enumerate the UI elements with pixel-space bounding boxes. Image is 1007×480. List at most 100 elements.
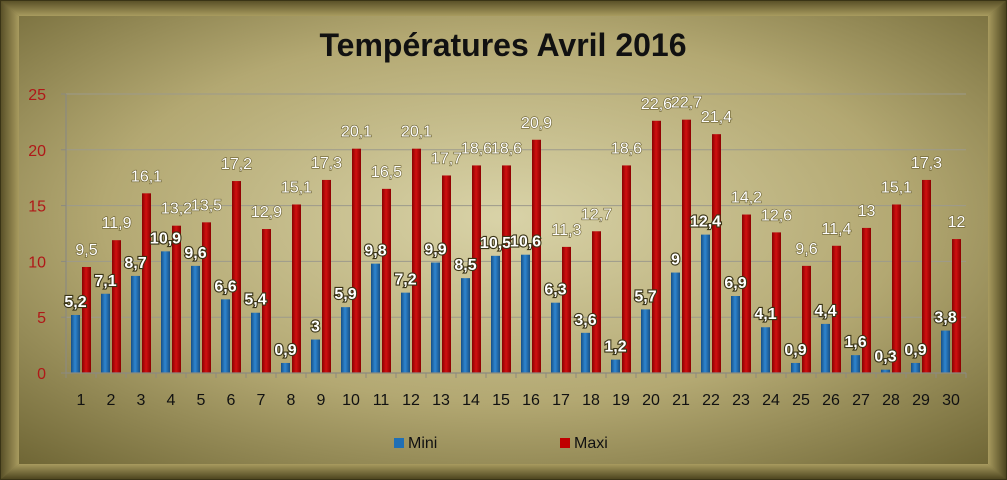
y-axis: 0 5 10 15 20 25	[28, 87, 66, 383]
bar-maxi	[682, 119, 691, 373]
bar-mini	[221, 299, 230, 373]
data-label-maxi: 15,1	[281, 179, 312, 196]
x-tick-label: 2	[107, 392, 116, 409]
bar-maxi	[892, 204, 901, 373]
data-label-maxi: 18,6	[611, 140, 642, 157]
bevel-left	[1, 1, 19, 479]
bar-mini	[371, 263, 380, 373]
data-label-maxi: 21,4	[701, 109, 732, 126]
bar-maxi	[802, 265, 811, 373]
y-tick-label: 5	[37, 310, 46, 327]
bar-mini	[341, 307, 350, 373]
y-tick-label: 15	[28, 199, 46, 216]
bar-maxi	[352, 148, 361, 373]
data-label-maxi: 17,7	[431, 150, 462, 167]
data-label-mini: 3	[311, 319, 320, 336]
bar-mini	[161, 251, 170, 373]
bar-mini	[101, 293, 110, 373]
x-tick-label: 9	[317, 392, 326, 409]
x-tick-label: 7	[257, 392, 266, 409]
x-tick-label: 30	[942, 392, 960, 409]
data-label-maxi: 22,6	[641, 96, 672, 113]
bar-mini	[791, 362, 800, 373]
data-label-maxi: 13	[858, 203, 876, 220]
y-tick-label: 25	[28, 87, 46, 104]
data-label-maxi: 17,3	[911, 155, 942, 172]
x-tick-label: 16	[522, 392, 540, 409]
bar-maxi	[502, 165, 511, 373]
data-label-mini: 10,6	[510, 234, 541, 251]
bar-mini	[881, 369, 890, 373]
bar-maxi	[562, 246, 571, 373]
data-label-mini: 10,9	[150, 230, 181, 247]
data-label-maxi: 15,1	[881, 179, 912, 196]
x-tick-label: 26	[822, 392, 840, 409]
data-label-mini: 6,6	[214, 278, 236, 295]
x-tick-label: 4	[167, 392, 176, 409]
x-tick-label: 24	[762, 392, 780, 409]
data-label-mini: 7,2	[394, 272, 416, 289]
data-label-maxi: 12	[948, 214, 966, 231]
bar-maxi	[472, 165, 481, 373]
bar-maxi	[922, 179, 931, 373]
bar-mini	[581, 332, 590, 373]
x-tick-label: 19	[612, 392, 630, 409]
bar-mini	[941, 330, 950, 373]
data-label-maxi: 17,3	[311, 155, 342, 172]
x-tick-label: 3	[137, 392, 146, 409]
x-tick-label: 6	[227, 392, 236, 409]
bar-maxi	[442, 175, 451, 373]
bevel-top	[1, 1, 1006, 16]
data-label-maxi: 11,3	[552, 222, 582, 239]
x-tick-label: 20	[642, 392, 660, 409]
x-tick-label: 1	[77, 392, 86, 409]
x-tick-label: 23	[732, 392, 750, 409]
data-label-maxi: 16,5	[371, 164, 402, 181]
legend-swatch-mini	[394, 438, 404, 448]
bar-mini	[461, 278, 470, 373]
data-label-maxi: 18,6	[461, 140, 492, 157]
data-label-maxi: 9,6	[795, 241, 817, 258]
bar-maxi	[232, 181, 241, 373]
bar-maxi	[172, 225, 181, 373]
data-label-mini: 10,5	[480, 235, 511, 252]
bar-mini	[701, 234, 710, 373]
data-label-mini: 6,9	[724, 275, 746, 292]
bar-maxi	[142, 193, 151, 373]
data-label-mini: 3,6	[574, 312, 596, 329]
x-tick-label: 27	[852, 392, 870, 409]
bar-mini	[731, 295, 740, 373]
bar-maxi	[82, 266, 91, 373]
bar-maxi	[382, 188, 391, 373]
bar-maxi	[772, 232, 781, 373]
legend-label-mini: Mini	[408, 435, 437, 452]
data-label-maxi: 20,9	[521, 115, 552, 132]
bar-maxi	[112, 240, 121, 373]
bevel-right	[988, 1, 1006, 479]
y-tick-label: 20	[28, 143, 46, 160]
bar-maxi	[952, 239, 961, 373]
data-label-mini: 0,9	[784, 342, 806, 359]
bar-mini	[431, 262, 440, 373]
legend-label-maxi: Maxi	[574, 435, 608, 452]
bar-mini	[611, 359, 620, 373]
data-labels: 5,2 9,5 7,1 11,9 8,7 16,1 10,9 13,2 9,6 13,5 6,6 17…	[63, 94, 966, 367]
data-label-mini: 3,8	[934, 310, 956, 327]
bar-mini	[131, 275, 140, 373]
data-label-maxi: 16,1	[131, 168, 162, 185]
x-tick-label: 14	[462, 392, 480, 409]
data-label-mini: 5,2	[64, 294, 86, 311]
bar-maxi	[592, 231, 601, 373]
bar-mini	[761, 327, 770, 373]
bar-mini	[251, 312, 260, 373]
bar-mini	[521, 254, 530, 373]
data-label-mini: 0,9	[904, 342, 926, 359]
data-label-maxi: 12,7	[581, 206, 612, 223]
bar-maxi	[292, 204, 301, 373]
bar-mini	[401, 292, 410, 373]
data-label-mini: 6,3	[544, 282, 566, 299]
data-label-maxi: 13,2	[161, 201, 192, 218]
data-label-mini: 9,8	[364, 243, 386, 260]
data-label-maxi: 20,1	[341, 124, 372, 141]
